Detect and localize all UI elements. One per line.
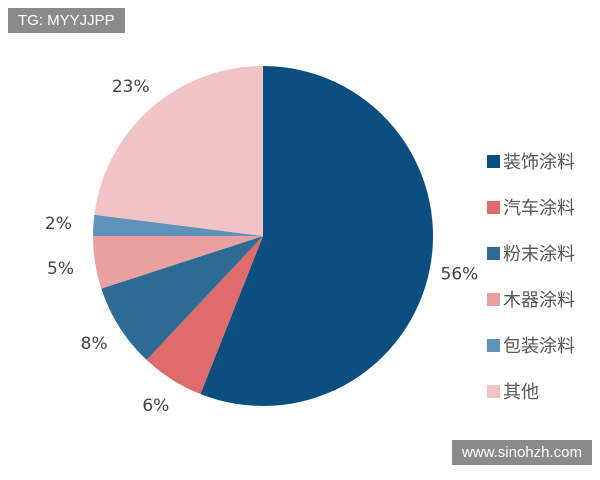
legend-swatch-4 [487, 339, 500, 352]
legend-swatch-5 [487, 385, 500, 398]
legend-label-4: 包装涂料 [503, 336, 575, 357]
pie-slice-3 [93, 236, 263, 289]
data-label-5: 23% [112, 77, 150, 97]
legend-swatch-1 [487, 201, 500, 214]
data-label-4: 2% [45, 214, 72, 234]
pie-slice-1 [146, 236, 263, 395]
legend-label-1: 汽车涂料 [503, 198, 575, 219]
legend-swatch-3 [487, 293, 500, 306]
legend-label-3: 木器涂料 [503, 290, 575, 311]
legend-swatch-2 [487, 247, 500, 260]
legend-label-5: 其他 [503, 382, 539, 403]
data-label-2: 8% [81, 334, 108, 354]
pie-slice-5 [94, 66, 263, 236]
pie-slice-4 [93, 214, 263, 236]
watermark-bottom-right: www.sinohzh.com [451, 440, 592, 465]
watermark-top-left: TG: MYYJJPP [8, 8, 125, 33]
pie-slice-2 [101, 236, 263, 360]
legend-label-0: 装饰涂料 [503, 152, 575, 173]
legend-swatch-0 [487, 155, 500, 168]
data-label-0: 56% [441, 264, 479, 284]
data-label-3: 5% [47, 259, 74, 279]
pie-slice-0 [200, 66, 433, 406]
data-label-1: 6% [142, 396, 169, 416]
legend-label-2: 粉末涂料 [503, 244, 575, 265]
